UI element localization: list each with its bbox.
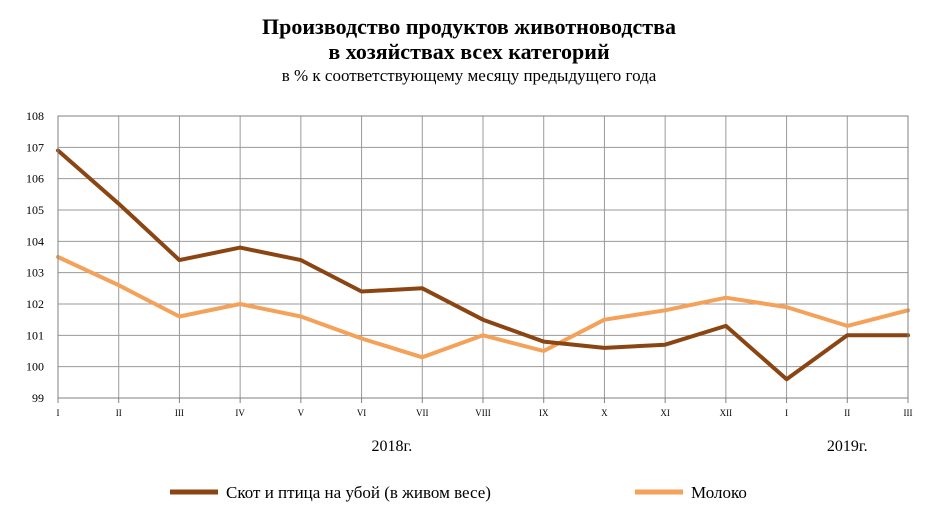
y-tick-label: 107 bbox=[26, 140, 44, 154]
year-label: 2019г. bbox=[827, 438, 868, 455]
plot-border bbox=[57, 115, 909, 399]
y-tick-label: 104 bbox=[26, 234, 44, 248]
y-tick-label: 108 bbox=[26, 109, 44, 123]
chart-title-line-1: Производство продуктов животноводства bbox=[262, 14, 676, 39]
year-label: 2018г. bbox=[372, 438, 413, 455]
y-tick-label: 100 bbox=[26, 360, 44, 374]
x-tick-label: V bbox=[298, 408, 305, 418]
x-tick-label: XII bbox=[720, 408, 733, 418]
y-tick-label: 99 bbox=[32, 391, 44, 405]
y-tick-label: 105 bbox=[26, 203, 44, 217]
series-line-1 bbox=[56, 255, 910, 360]
y-tick-label: 103 bbox=[26, 266, 44, 280]
series-lines bbox=[56, 148, 910, 382]
x-tick-label: IX bbox=[539, 408, 549, 418]
y-tick-label: 102 bbox=[26, 297, 44, 311]
legend-label-0: Скот и птица на убой (в живом весе) bbox=[226, 483, 491, 502]
x-tick-label: I bbox=[57, 408, 60, 418]
year-labels: 2018г. 2019г. bbox=[372, 438, 868, 455]
x-tick-label: VIII bbox=[475, 408, 491, 418]
y-tick-label: 101 bbox=[26, 328, 44, 342]
chart-subtitle: в % к соответствующему месяцу предыдущег… bbox=[282, 66, 657, 85]
x-tick-label: I bbox=[785, 408, 788, 418]
x-tick-label: IV bbox=[235, 408, 245, 418]
legend: Скот и птица на убой (в живом весе) Молок… bbox=[170, 483, 747, 502]
x-tick-label: II bbox=[844, 408, 850, 418]
legend-label-1: Молоко bbox=[691, 483, 747, 502]
x-tick-label: III bbox=[175, 408, 184, 418]
series-line-0 bbox=[56, 148, 910, 382]
x-tick-label: XI bbox=[660, 408, 670, 418]
y-tick-label: 106 bbox=[26, 172, 44, 186]
x-tick-label: VII bbox=[416, 408, 429, 418]
y-axis-ticks: 99 100 101 102 103 104 105 106 107 108 bbox=[26, 109, 44, 405]
x-tick-label: X bbox=[601, 408, 608, 418]
x-tick-label: VI bbox=[357, 408, 367, 418]
chart-title-line-2: в хозяйствах всех категорий bbox=[328, 39, 610, 64]
x-tick-label: II bbox=[116, 408, 122, 418]
x-axis-ticks: I II III IV V VI VII VIII IX X XI XII I II III bbox=[57, 398, 913, 418]
x-tick-label: III bbox=[904, 408, 913, 418]
